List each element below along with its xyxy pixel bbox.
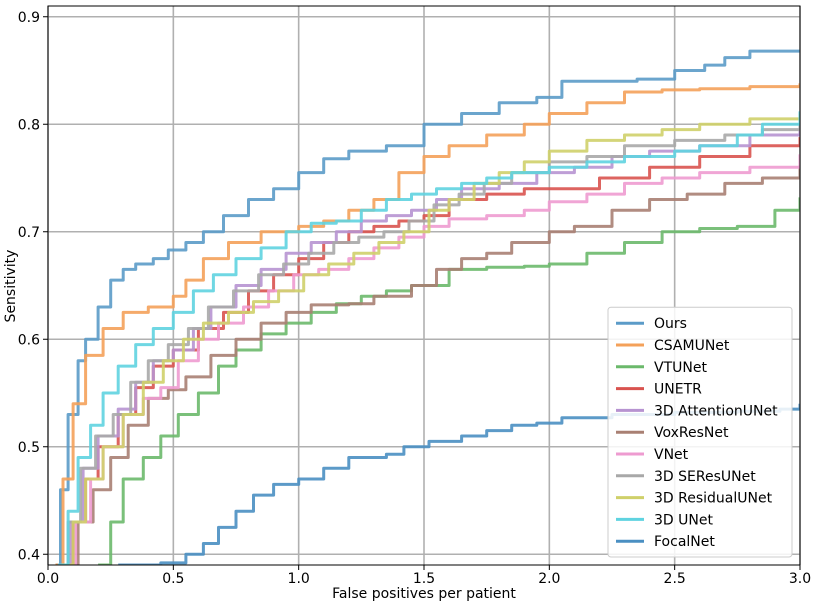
x-tick-label: 3.0: [789, 571, 811, 587]
y-tick-label: 0.5: [18, 440, 40, 456]
axis-ticks: 0.0 0.5 1.0 1.5 2.0 2.5 3.0 0.4 0.5 0.6 0.7 0.8 0.9: [18, 10, 811, 587]
x-tick-label: 0.0: [37, 571, 59, 587]
legend-label: FocalNet: [654, 534, 715, 550]
legend-label: VoxResNet: [654, 425, 729, 441]
y-axis-label: Sensitivity: [3, 250, 19, 323]
legend-label: UNETR: [654, 382, 702, 398]
x-tick-label: 1.0: [288, 571, 310, 587]
x-tick-label: 2.5: [664, 571, 686, 587]
series-lines: [55, 49, 800, 565]
legend-label: Ours: [654, 316, 687, 332]
legend-label: 3D UNet: [654, 512, 713, 528]
x-tick-label: 0.5: [162, 571, 184, 587]
legend-label: 3D SEResUNet: [654, 469, 756, 485]
y-tick-label: 0.9: [18, 10, 40, 26]
series-line-7: [58, 124, 800, 565]
legend-label: CSAMUNet: [654, 338, 730, 354]
legend-label: 3D AttentionUNet: [654, 403, 778, 419]
y-tick-label: 0.6: [18, 332, 40, 348]
y-tick-label: 0.8: [18, 117, 40, 133]
series-line-0: [55, 49, 800, 565]
x-tick-label: 2.0: [538, 571, 560, 587]
legend-label: 3D ResidualUNet: [654, 491, 773, 507]
legend: Ours CSAMUNet VTUNet UNETR 3D AttentionUNet V…: [607, 306, 793, 558]
series-line-9: [58, 111, 800, 565]
series-line-2: [98, 197, 800, 565]
y-tick-label: 0.4: [18, 547, 40, 563]
legend-box: [607, 306, 793, 558]
series-line-8: [60, 113, 800, 565]
y-tick-label: 0.7: [18, 225, 40, 241]
legend-label: VNet: [654, 447, 689, 463]
x-axis-label: False positives per patient: [332, 586, 516, 602]
x-tick-label: 1.5: [413, 571, 435, 587]
legend-label: VTUNet: [654, 360, 707, 376]
series-line-5: [65, 165, 800, 565]
